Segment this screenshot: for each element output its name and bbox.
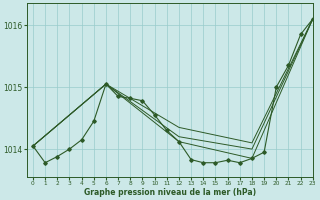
X-axis label: Graphe pression niveau de la mer (hPa): Graphe pression niveau de la mer (hPa) — [84, 188, 256, 197]
